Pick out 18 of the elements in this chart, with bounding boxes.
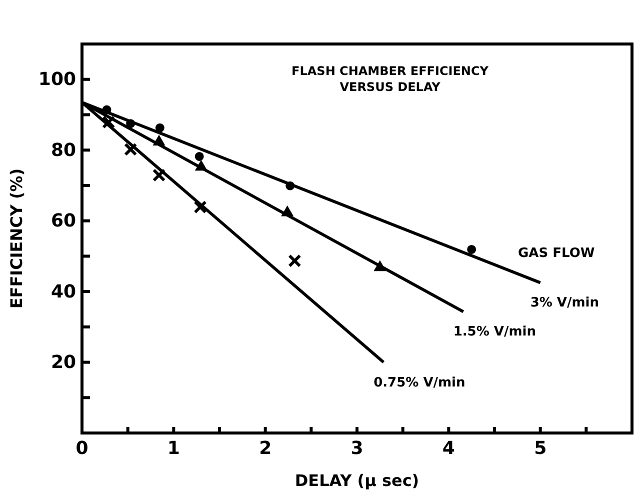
series-label: 0.75% V/min: [374, 375, 466, 390]
x-axis-title: DELAY (μ sec): [294, 471, 420, 490]
y-tick-label: 20: [50, 352, 76, 374]
y-axis-title: EFFICIENCY (%): [7, 168, 26, 309]
x-tick-label: 2: [259, 438, 272, 459]
y-tick-label: 40: [50, 281, 76, 302]
x-tick-label: 4: [442, 438, 455, 459]
series-label: 1.5% V/min: [453, 324, 536, 340]
y-tick-label: 60: [50, 210, 76, 232]
annotation: GAS FLOW: [518, 246, 595, 261]
x-tick-label: 1: [167, 438, 180, 459]
y-tick-label: 80: [50, 140, 76, 161]
y-tick-label: 100: [38, 69, 76, 90]
x-tick-label: 3: [350, 438, 364, 459]
x-tick-label: 0: [76, 438, 88, 459]
x-tick-label: 5: [534, 438, 547, 459]
text: FLASH CHAMBER EFFICIENCY VERSUS DELAY: [292, 64, 489, 94]
series-label: 3% V/min: [530, 296, 600, 311]
